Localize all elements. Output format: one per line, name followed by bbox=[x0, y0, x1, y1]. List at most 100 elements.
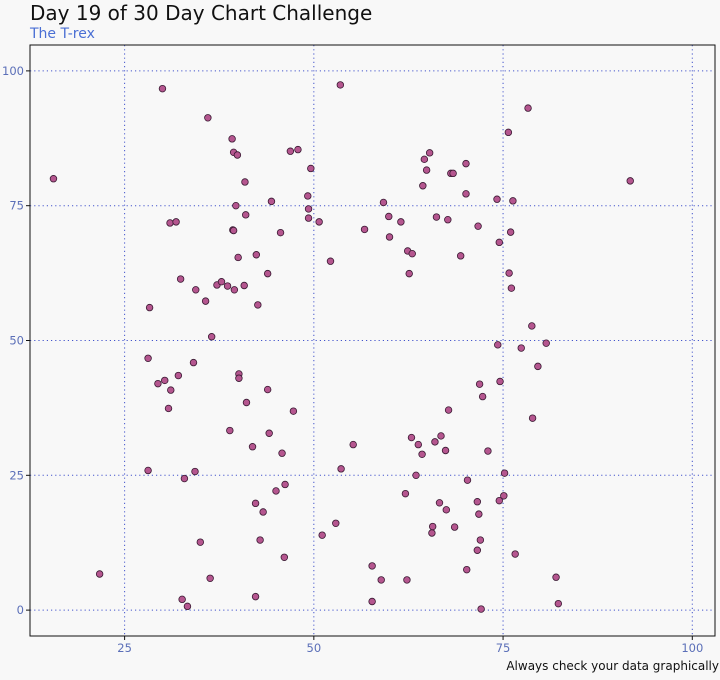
data-point bbox=[495, 496, 503, 505]
y-tick-label: 25 bbox=[9, 468, 24, 482]
data-point bbox=[95, 570, 104, 578]
data-point bbox=[228, 135, 236, 143]
data-point bbox=[505, 269, 513, 277]
data-point bbox=[495, 238, 503, 247]
data-point bbox=[315, 218, 323, 226]
data-point bbox=[428, 529, 436, 537]
data-point bbox=[377, 576, 385, 584]
data-point bbox=[474, 222, 482, 230]
data-point bbox=[289, 407, 298, 415]
data-point bbox=[397, 218, 405, 226]
data-point bbox=[232, 201, 240, 210]
data-point bbox=[304, 214, 313, 222]
data-point bbox=[154, 379, 162, 388]
data-point bbox=[542, 339, 550, 347]
data-point bbox=[403, 576, 411, 584]
x-tick-label: 75 bbox=[496, 641, 511, 655]
data-point bbox=[192, 286, 200, 294]
data-point bbox=[204, 114, 212, 122]
data-point bbox=[223, 282, 232, 290]
data-point bbox=[428, 522, 437, 531]
data-point bbox=[144, 466, 152, 475]
data-point bbox=[462, 159, 470, 168]
data-point bbox=[172, 218, 180, 226]
data-point bbox=[336, 81, 345, 89]
data-point bbox=[326, 257, 335, 265]
data-point bbox=[484, 447, 492, 455]
data-point bbox=[422, 166, 431, 174]
data-point bbox=[475, 380, 484, 388]
plot-frame bbox=[29, 44, 716, 637]
data-point bbox=[368, 597, 376, 606]
data-point bbox=[509, 197, 517, 205]
data-point bbox=[626, 177, 634, 185]
data-point bbox=[401, 489, 410, 498]
x-tick-label: 25 bbox=[117, 641, 132, 655]
data-point bbox=[504, 128, 513, 137]
data-point bbox=[256, 536, 264, 544]
data-point bbox=[167, 386, 175, 394]
data-point bbox=[475, 510, 483, 518]
data-point bbox=[528, 322, 536, 330]
data-point bbox=[267, 197, 276, 206]
data-point bbox=[240, 281, 248, 290]
data-point bbox=[418, 450, 426, 458]
data-point bbox=[437, 432, 445, 440]
data-point bbox=[507, 284, 516, 292]
data-point bbox=[241, 178, 249, 186]
y-tick-label: 75 bbox=[9, 199, 24, 213]
data-point bbox=[412, 471, 420, 480]
data-point bbox=[280, 553, 289, 561]
data-point bbox=[178, 595, 186, 604]
data-point bbox=[272, 487, 280, 495]
data-point bbox=[217, 278, 226, 286]
data-point bbox=[456, 252, 465, 260]
data-point bbox=[286, 147, 295, 155]
data-point bbox=[183, 602, 192, 611]
data-point bbox=[431, 438, 439, 446]
data-point bbox=[233, 151, 242, 159]
data-point bbox=[259, 508, 267, 516]
grid-lines bbox=[30, 45, 715, 636]
data-point bbox=[196, 538, 205, 546]
data-point bbox=[552, 573, 560, 581]
data-point bbox=[442, 506, 450, 514]
data-point bbox=[450, 523, 459, 531]
data-point bbox=[307, 164, 315, 173]
data-point bbox=[49, 175, 58, 183]
data-point bbox=[161, 376, 169, 385]
data-point bbox=[304, 205, 313, 213]
data-point bbox=[441, 446, 450, 455]
data-point bbox=[385, 212, 393, 221]
data-point bbox=[405, 269, 413, 278]
data-point bbox=[164, 404, 173, 413]
data-point bbox=[166, 219, 174, 227]
data-point bbox=[248, 443, 257, 451]
data-point bbox=[478, 392, 487, 401]
data-point bbox=[174, 371, 183, 380]
data-point bbox=[145, 303, 154, 312]
data-point bbox=[318, 531, 326, 539]
data-point bbox=[207, 333, 216, 341]
data-point bbox=[368, 562, 376, 570]
data-point bbox=[496, 377, 504, 386]
chart-title: Day 19 of 30 Day Chart Challenge bbox=[30, 1, 373, 25]
data-point bbox=[265, 429, 273, 437]
data-point bbox=[534, 362, 542, 371]
data-point bbox=[462, 190, 470, 198]
data-point bbox=[554, 599, 563, 608]
data-point bbox=[420, 155, 429, 164]
data-point bbox=[360, 225, 369, 234]
data-point bbox=[263, 385, 272, 394]
data-point bbox=[242, 211, 250, 219]
data-point bbox=[304, 192, 312, 200]
data-point bbox=[226, 426, 234, 435]
y-tick-label: 50 bbox=[9, 334, 24, 348]
data-point bbox=[463, 565, 471, 574]
data-point bbox=[463, 476, 472, 484]
data-point bbox=[206, 574, 214, 583]
chart-caption: Always check your data graphically bbox=[506, 659, 719, 673]
data-point bbox=[294, 145, 302, 154]
data-point bbox=[158, 84, 167, 93]
data-point bbox=[276, 228, 285, 237]
